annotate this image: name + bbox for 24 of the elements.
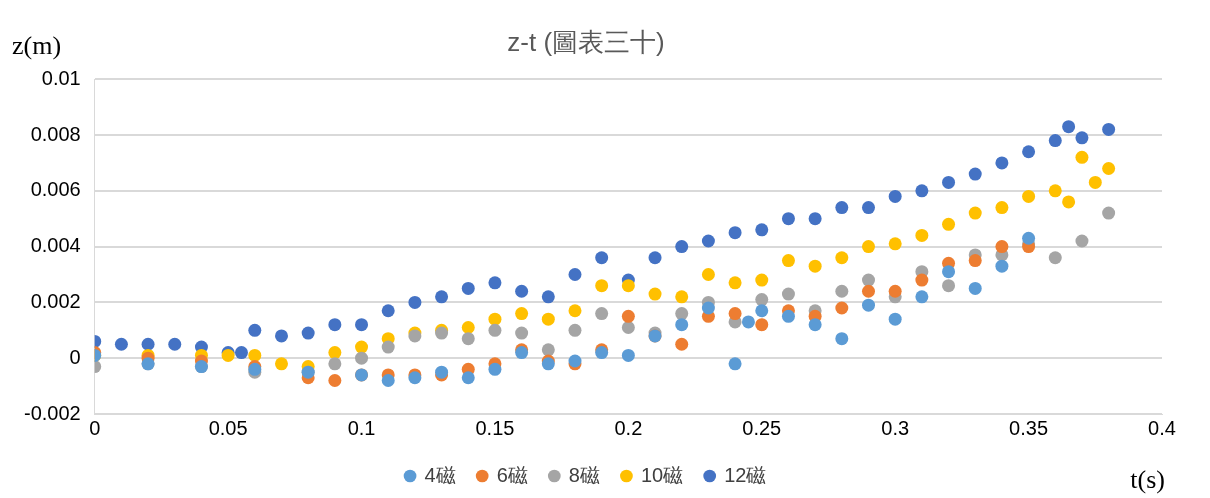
y-axis-title: z(m)	[12, 31, 62, 60]
x-tick-label: 0.4	[1148, 416, 1176, 439]
x-tick-label: 0.3	[881, 416, 910, 439]
x-tick-label: 0.35	[1009, 416, 1049, 439]
legend-label: 12磁	[724, 463, 767, 486]
x-tick-label: 0.15	[475, 416, 515, 439]
x-tick-label: 0.05	[208, 416, 248, 439]
legend-label: 10磁	[640, 463, 684, 486]
y-tick-label: -0.002	[23, 401, 81, 424]
chart-title: z-t (圖表三十)	[507, 26, 665, 57]
x-tick-label: 0.25	[742, 416, 782, 439]
y-tick-label: 0.002	[30, 289, 81, 312]
x-tick-label: 0.1	[347, 416, 376, 439]
legend-label: 6磁	[496, 463, 528, 486]
legend-label: 4磁	[424, 463, 456, 486]
y-tick-label: 0.006	[30, 178, 81, 201]
x-tick-label: 0	[89, 416, 101, 439]
x-axis-title: t(s)	[1130, 465, 1165, 494]
legend-label: 8磁	[568, 463, 600, 486]
x-tick-label: 0.2	[614, 416, 643, 439]
y-tick-label: 0	[69, 345, 81, 368]
y-tick-label: 0.008	[30, 122, 81, 145]
y-tick-label: 0.004	[30, 234, 81, 257]
y-tick-label: 0.01	[41, 66, 81, 89]
